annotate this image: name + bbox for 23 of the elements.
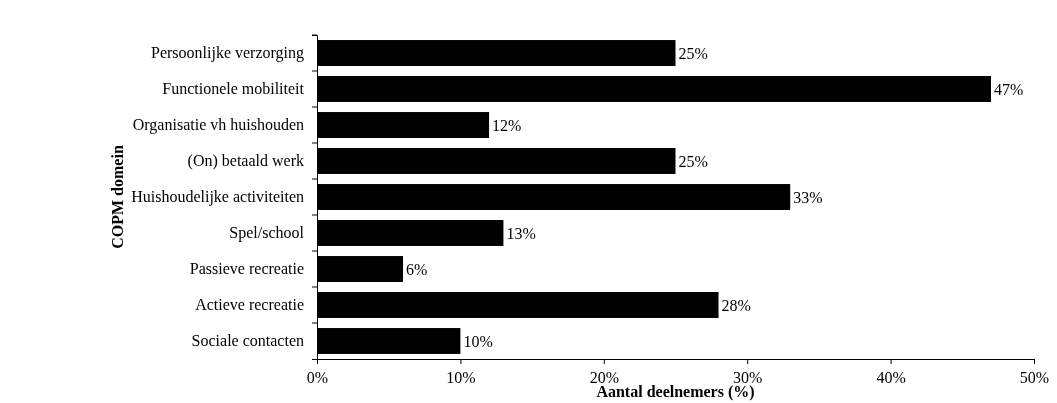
y-tick-label: Passieve recreatie xyxy=(189,260,304,278)
x-tick-label: 10% xyxy=(446,369,476,387)
y-axis-title: COPM domein xyxy=(109,145,127,249)
y-tick-label: (On) betaald werk xyxy=(187,152,304,171)
data-label: 12% xyxy=(492,116,522,134)
x-tick-label: 50% xyxy=(1019,369,1050,387)
data-label: 25% xyxy=(678,44,708,62)
data-label: 13% xyxy=(506,224,536,242)
y-tick-label: Functionele mobiliteit xyxy=(162,80,305,98)
data-label: 33% xyxy=(793,188,823,206)
data-label: 10% xyxy=(463,332,493,350)
y-tick-label: Spel/school xyxy=(229,224,305,243)
y-tick-label: Huishoudelijke activiteiten xyxy=(131,188,304,207)
x-tick-label: 40% xyxy=(876,369,906,387)
y-tick-label: Sociale contacten xyxy=(191,332,304,350)
x-tick-label: 0% xyxy=(306,369,329,387)
y-tick-label: Organisatie vh huishouden xyxy=(132,116,304,135)
y-tick-label: Actieve recreatie xyxy=(195,296,304,314)
data-label: 6% xyxy=(406,260,428,278)
data-label: 28% xyxy=(721,296,751,314)
data-label: 25% xyxy=(678,152,708,170)
data-label: 47% xyxy=(993,80,1024,98)
y-tick-label: Persoonlijke verzorging xyxy=(150,44,304,63)
